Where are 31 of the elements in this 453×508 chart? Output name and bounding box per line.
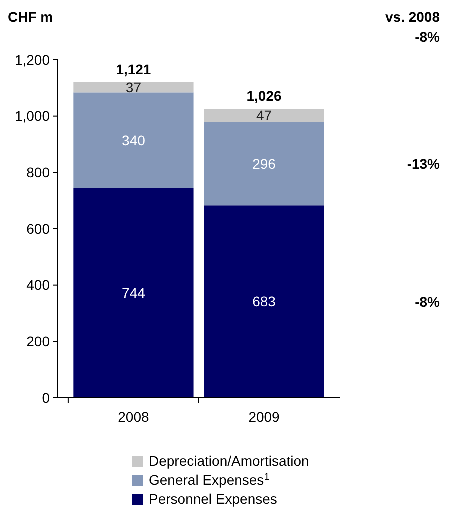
text: -8% xyxy=(415,29,441,45)
legend-label: General Expenses$^{1}$ xyxy=(149,472,270,488)
y-tick-label: 800 xyxy=(26,164,50,181)
bar xyxy=(204,206,324,398)
text: vs. 2008 xyxy=(386,9,440,25)
data-label: 340 xyxy=(122,132,146,148)
data-label: 744 xyxy=(122,285,146,302)
data-label: 296 xyxy=(252,156,276,172)
y-tick-label: 400 xyxy=(26,277,50,294)
bar xyxy=(74,82,194,93)
text: -13% xyxy=(407,156,441,172)
data-label: 47 xyxy=(256,108,272,124)
total-label: 1,026 xyxy=(246,88,282,104)
x-tick-label: 2009 xyxy=(248,409,280,425)
legend-label: Depreciation/Amortisation xyxy=(149,453,310,469)
bar xyxy=(74,92,194,188)
y-axis-title: CHF m xyxy=(8,9,54,25)
legend-label: Personnel Expenses xyxy=(149,491,278,507)
text: -8% xyxy=(415,294,441,310)
y-tick-label: 200 xyxy=(26,334,50,350)
data-label: 37 xyxy=(126,79,142,96)
bar xyxy=(74,188,194,398)
y-tick-label: 600 xyxy=(26,220,50,237)
bar xyxy=(204,122,324,206)
total-label: 1,121 xyxy=(116,61,152,78)
x-tick-label: 2008 xyxy=(118,409,150,425)
y-tick-label: 0 xyxy=(42,390,50,406)
y-tick-label: 1,000 xyxy=(14,108,50,124)
data-label: 683 xyxy=(252,294,276,310)
bar xyxy=(204,109,324,122)
y-tick-label: 1,200 xyxy=(14,52,50,68)
